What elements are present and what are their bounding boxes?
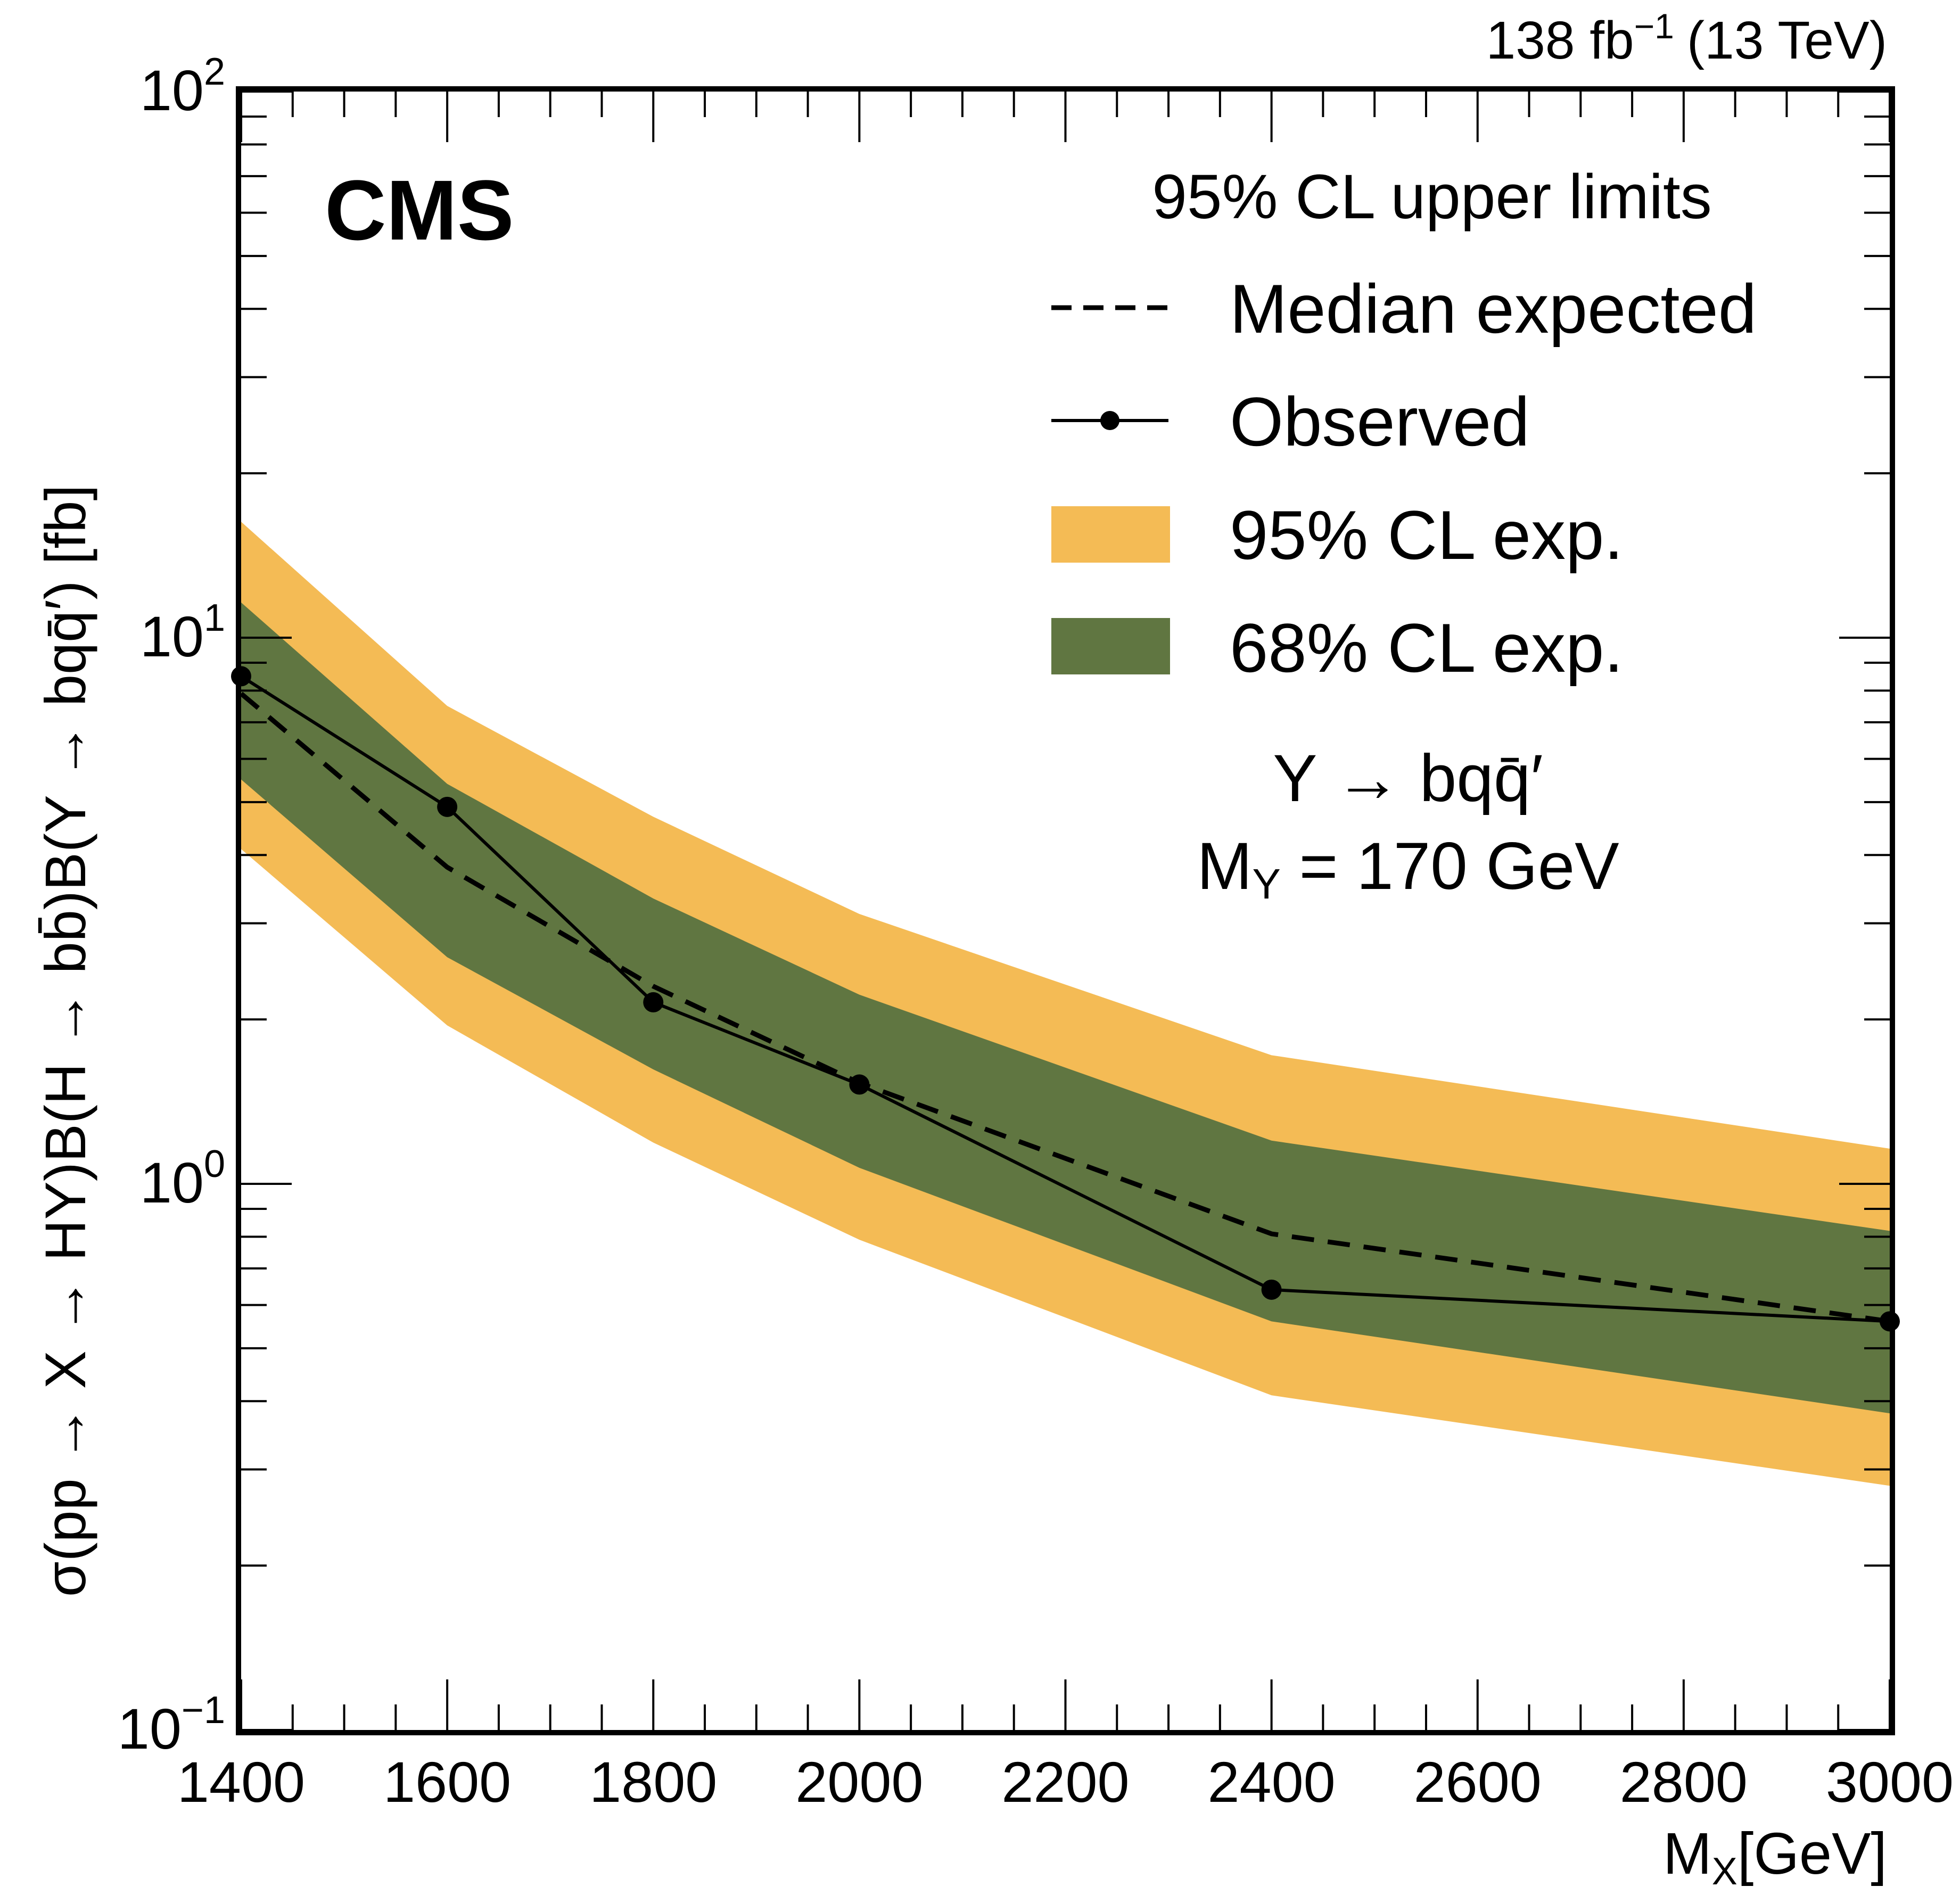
y-tick-labels: 10−1 100 101 102: [118, 51, 225, 1761]
legend-observed-marker: [1100, 411, 1119, 430]
observed-point: [1261, 1279, 1282, 1300]
observed-line: [240, 674, 1890, 1323]
plot-frame: [236, 86, 1895, 1735]
observed-point: [437, 796, 458, 817]
x-axis-title: MX[GeV]: [1663, 1821, 1887, 1893]
legend-68-label: 68% CL exp.: [1230, 609, 1624, 687]
x-tick-label: 1600: [383, 1750, 511, 1814]
band-68-cl: [241, 602, 1890, 1414]
lumi-value: 138 fb: [1486, 11, 1634, 70]
y-tick-label: 10−1: [118, 1689, 225, 1761]
x-tick-label: 1800: [589, 1750, 717, 1814]
observed-point: [643, 992, 664, 1012]
legend-95-swatch: [1051, 506, 1170, 563]
lines-layer: [231, 666, 1900, 1332]
y-tick-label: 102: [140, 51, 225, 122]
lumi-exponent: −1: [1634, 6, 1674, 46]
y-tick-label: 101: [140, 597, 225, 669]
annotation-mass-value: = 170 GeV: [1281, 829, 1619, 903]
y-axis-title: σ(pp → X → HY)B(H → bb̄)B(Y → bqq̄′) [fb…: [33, 485, 97, 1597]
legend-expected-label: Median expected: [1230, 270, 1757, 348]
lumi-label: 138 fb−1 (13 TeV): [1486, 6, 1887, 70]
annotation-mass: MY = 170 GeV: [1197, 829, 1619, 908]
x-axis-title-unit: [GeV]: [1737, 1821, 1887, 1886]
annotation-mass-symbol: M: [1197, 829, 1252, 903]
annotation-decay: Y → bqq̄′: [1273, 741, 1543, 815]
x-tick-label: 2200: [1001, 1750, 1129, 1814]
bands-layer: [241, 522, 1890, 1486]
legend-95-label: 95% CL exp.: [1230, 496, 1624, 574]
cms-label: CMS: [325, 162, 514, 258]
x-tick-label: 2600: [1414, 1750, 1542, 1814]
annotation-mass-sub: Y: [1252, 860, 1280, 908]
x-tick-label: 3000: [1826, 1750, 1954, 1814]
annotation: Y → bqq̄′ MY = 170 GeV: [1197, 741, 1619, 908]
legend-title: 95% CL upper limits: [1152, 162, 1712, 232]
x-tick-label: 1400: [177, 1750, 305, 1814]
x-axis-title-sub: X: [1712, 1850, 1737, 1893]
median-expected-line: [240, 691, 1890, 1324]
x-tick-labels: 1400 1600 1800 2000 2200 2400 2600 2800 3000: [177, 1750, 1954, 1814]
x-axis-title-main: M: [1663, 1821, 1712, 1886]
lumi-energy: (13 TeV): [1687, 11, 1887, 70]
legend-observed-label: Observed: [1230, 383, 1530, 460]
observed-point: [849, 1074, 870, 1095]
x-tick-label: 2400: [1207, 1750, 1335, 1814]
y-tick-label: 100: [140, 1143, 225, 1215]
legend: 95% CL upper limits Median expected Obse…: [1051, 162, 1757, 687]
x-tick-label: 2000: [795, 1750, 923, 1814]
x-tick-label: 2800: [1620, 1750, 1748, 1814]
legend-68-swatch: [1051, 618, 1170, 674]
